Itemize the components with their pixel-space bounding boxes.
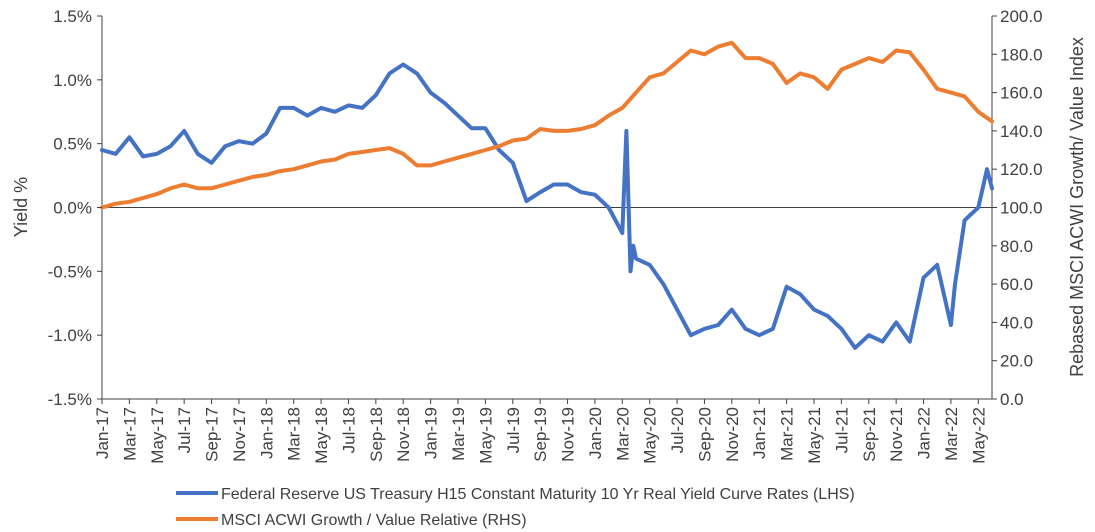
x-tick-label: May-18 [312,407,331,464]
x-tick-label: May-17 [148,407,167,464]
x-tick-label: Jan-21 [750,407,769,459]
legend-label-growth-value: MSCI ACWI Growth / Value Relative (RHS) [221,512,527,529]
x-tick-label: Mar-21 [778,407,797,461]
left-tick-label: 1.5% [53,7,92,26]
x-tick-label: Nov-20 [723,407,742,462]
x-tick-label: Jul-21 [832,407,851,453]
y2-axis-title: Rebased MSCI ACWI Growth/ Value Index [1067,37,1087,377]
x-tick-label: Sep-17 [203,407,222,462]
right-tick-label: 40.0 [1000,313,1033,332]
x-tick-label: Jul-18 [339,407,358,453]
right-axis-ticks: 200.0 180.0 160.0 140.0 120.0 100.0 80.0 60.0 40… [992,7,1043,409]
x-tick-label: Sep-18 [367,407,386,462]
left-tick-label: -1.5% [48,390,92,409]
series-layer [100,40,994,350]
left-tick-label: 1.0% [53,71,92,90]
x-tick-label: Mar-17 [120,407,139,461]
x-tick-label: Mar-19 [449,407,468,461]
x-tick-label: Jan-18 [257,407,276,459]
x-tick-label: Jul-20 [668,407,687,453]
right-tick-label: 0.0 [1000,390,1024,409]
legend: Federal Reserve US Treasury H15 Constant… [176,486,855,529]
left-axis-ticks: 1.5% 1.0% 0.5% 0.0% -0.5% -1.0% -1.5% [48,7,102,409]
right-tick-label: 200.0 [1000,7,1043,26]
series-line-real-yield [100,62,994,350]
x-tick-label: May-19 [476,407,495,464]
left-tick-label: 0.0% [53,199,92,218]
x-tick-label: Sep-20 [695,407,714,462]
right-tick-label: 80.0 [1000,237,1033,256]
right-tick-label: 120.0 [1000,160,1043,179]
x-tick-label: Mar-22 [942,407,961,461]
x-tick-label: Nov-21 [887,407,906,462]
x-axis-ticks: Jan-17 Mar-17 May-17 Jul-17 Sep-17 Nov-17 Jan-… [93,399,988,464]
right-tick-label: 100.0 [1000,199,1043,218]
x-tick-label: Nov-19 [559,407,578,462]
right-tick-label: 140.0 [1000,122,1043,141]
x-tick-label: May-22 [969,407,988,464]
x-tick-label: Jan-20 [586,407,605,459]
x-tick-label: Mar-18 [285,407,304,461]
x-tick-label: Sep-19 [531,407,550,462]
x-tick-label: Sep-21 [860,407,879,462]
x-tick-label: Jul-17 [175,407,194,453]
left-tick-label: -0.5% [48,262,92,281]
legend-label-real-yield: Federal Reserve US Treasury H15 Constant… [221,486,855,503]
x-tick-label: Jan-22 [915,407,934,459]
plot-area [101,16,993,400]
left-tick-label: 0.5% [53,135,92,154]
x-tick-label: Jan-17 [93,407,112,459]
right-tick-label: 60.0 [1000,275,1033,294]
x-tick-label: May-20 [641,407,660,464]
right-tick-label: 160.0 [1000,84,1043,103]
left-tick-label: -1.0% [48,326,92,345]
right-tick-label: 20.0 [1000,352,1033,371]
x-tick-label: Jul-19 [504,407,523,453]
x-tick-label: May-21 [805,407,824,464]
x-tick-label: Mar-20 [613,407,632,461]
y-axis-title: Yield % [11,177,31,237]
right-tick-label: 180.0 [1000,45,1043,64]
series-line-growth-value [100,40,994,210]
x-tick-label: Nov-18 [394,407,413,462]
x-tick-label: Nov-17 [230,407,249,462]
x-tick-label: Jan-19 [422,407,441,459]
